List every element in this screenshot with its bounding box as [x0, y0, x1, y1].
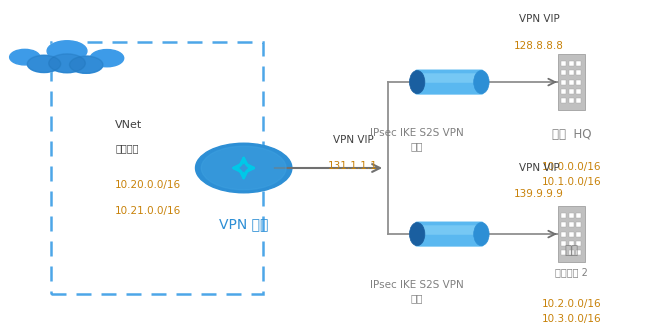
Bar — [569, 89, 573, 94]
Circle shape — [10, 49, 40, 65]
Ellipse shape — [474, 71, 489, 94]
Bar — [561, 61, 566, 66]
Circle shape — [27, 55, 61, 73]
Bar — [577, 250, 581, 255]
Text: 139.9.9.9: 139.9.9.9 — [515, 190, 564, 200]
Text: 美国西部: 美国西部 — [115, 143, 139, 153]
Circle shape — [49, 54, 86, 73]
Text: VPN 网关: VPN 网关 — [219, 217, 268, 231]
Bar — [569, 232, 573, 237]
FancyBboxPatch shape — [416, 73, 483, 83]
Text: 本地站点 2: 本地站点 2 — [555, 267, 588, 277]
Bar — [569, 61, 573, 66]
FancyBboxPatch shape — [558, 206, 585, 262]
Bar — [561, 70, 566, 75]
Bar — [569, 80, 573, 85]
Bar — [577, 241, 581, 246]
Bar — [561, 213, 566, 218]
Text: IPsec IKE S2S VPN
隧道: IPsec IKE S2S VPN 隧道 — [370, 280, 464, 303]
Bar — [569, 70, 573, 75]
Circle shape — [69, 56, 103, 73]
Bar — [577, 80, 581, 85]
Bar — [569, 222, 573, 227]
Text: 本地: 本地 — [564, 244, 579, 257]
Bar — [569, 250, 573, 255]
Circle shape — [27, 55, 61, 73]
Ellipse shape — [410, 71, 425, 94]
Circle shape — [49, 54, 86, 73]
Bar — [561, 241, 566, 246]
Circle shape — [49, 54, 86, 73]
Bar — [569, 241, 573, 246]
Circle shape — [196, 143, 292, 193]
Bar — [561, 98, 566, 103]
Text: VPN VIP: VPN VIP — [519, 163, 560, 173]
Bar — [561, 250, 566, 255]
Text: VNet: VNet — [115, 120, 143, 130]
FancyBboxPatch shape — [415, 221, 483, 247]
Circle shape — [69, 56, 103, 73]
Circle shape — [47, 41, 87, 61]
Text: 10.0.0.0/16
10.1.0.0/16: 10.0.0.0/16 10.1.0.0/16 — [542, 162, 601, 187]
Circle shape — [202, 146, 286, 190]
Bar — [577, 222, 581, 227]
FancyBboxPatch shape — [416, 225, 483, 235]
FancyBboxPatch shape — [558, 54, 585, 110]
Bar — [561, 80, 566, 85]
Bar — [561, 232, 566, 237]
Bar — [561, 89, 566, 94]
Circle shape — [10, 49, 40, 65]
Text: IPsec IKE S2S VPN
隧道: IPsec IKE S2S VPN 隧道 — [370, 128, 464, 152]
Text: 128.8.8.8: 128.8.8.8 — [515, 41, 564, 51]
Text: 10.2.0.0/16
10.3.0.0/16: 10.2.0.0/16 10.3.0.0/16 — [542, 299, 601, 324]
Circle shape — [47, 41, 87, 61]
FancyBboxPatch shape — [415, 70, 483, 95]
Bar — [577, 232, 581, 237]
Bar — [561, 222, 566, 227]
Text: VPN VIP: VPN VIP — [519, 14, 560, 24]
Bar — [51, 42, 263, 294]
Text: 10.20.0.0/16: 10.20.0.0/16 — [115, 179, 181, 190]
Text: VPN VIP: VPN VIP — [332, 135, 373, 145]
Bar — [569, 213, 573, 218]
Text: 131.1.1.1: 131.1.1.1 — [328, 161, 378, 171]
Bar — [577, 213, 581, 218]
Circle shape — [90, 49, 124, 67]
Bar — [569, 98, 573, 103]
Bar — [577, 70, 581, 75]
Ellipse shape — [474, 222, 489, 246]
Text: 10.21.0.0/16: 10.21.0.0/16 — [115, 206, 181, 216]
Circle shape — [27, 55, 61, 73]
Text: 本地  HQ: 本地 HQ — [551, 128, 591, 141]
Bar — [577, 61, 581, 66]
Bar — [577, 98, 581, 103]
Circle shape — [90, 49, 124, 67]
Ellipse shape — [410, 222, 425, 246]
Bar — [577, 89, 581, 94]
Circle shape — [69, 56, 103, 73]
